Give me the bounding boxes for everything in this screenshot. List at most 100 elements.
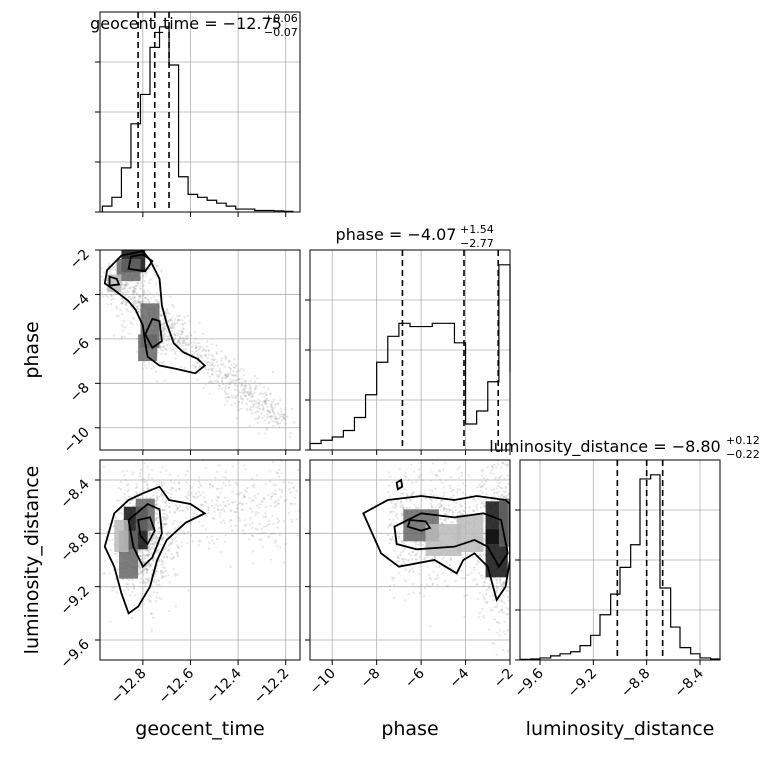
sample-point xyxy=(174,605,178,608)
sample-point xyxy=(138,566,142,569)
sample-point xyxy=(269,411,272,414)
sample-point xyxy=(274,417,277,420)
sample-point xyxy=(222,481,225,485)
sample-point xyxy=(201,491,205,494)
sample-point xyxy=(156,549,159,552)
sample-point xyxy=(204,353,207,357)
sample-point xyxy=(445,512,448,516)
sample-point xyxy=(470,571,473,574)
sample-point xyxy=(131,293,134,296)
sample-point xyxy=(476,583,479,586)
sample-point xyxy=(169,295,172,298)
x-tick-label: −12.8 xyxy=(108,666,150,708)
sample-point xyxy=(120,302,123,306)
sample-point xyxy=(249,407,252,411)
sample-point xyxy=(188,320,191,323)
sample-point xyxy=(143,567,146,570)
sample-point xyxy=(140,557,143,561)
sample-point xyxy=(484,578,487,581)
sample-point xyxy=(408,558,411,561)
sample-point xyxy=(234,524,237,527)
sample-point xyxy=(150,612,153,615)
sample-point xyxy=(140,281,143,284)
sample-point xyxy=(158,583,161,587)
sample-point xyxy=(426,556,429,559)
sample-point xyxy=(249,391,252,395)
sample-point xyxy=(199,503,203,506)
sample-point xyxy=(250,507,253,510)
sample-point xyxy=(387,484,391,487)
sample-point xyxy=(401,550,405,553)
sample-point xyxy=(397,536,400,539)
sample-point xyxy=(206,371,210,374)
sample-point xyxy=(136,307,139,311)
sample-point xyxy=(208,361,212,365)
sample-point xyxy=(131,590,134,593)
sample-point xyxy=(254,406,258,409)
sample-point xyxy=(499,598,502,601)
sample-point xyxy=(204,353,207,356)
sample-point xyxy=(462,509,466,512)
sample-point xyxy=(120,324,123,327)
sample-point xyxy=(168,338,171,341)
sample-point xyxy=(262,497,266,500)
sample-point xyxy=(467,474,470,477)
sample-point xyxy=(186,531,190,534)
sample-point xyxy=(131,289,134,293)
sample-point xyxy=(184,347,187,351)
sample-point xyxy=(496,484,499,488)
sample-point xyxy=(141,273,144,276)
sample-point xyxy=(481,594,484,597)
sample-point xyxy=(232,373,235,376)
sample-point xyxy=(255,386,258,389)
sample-point xyxy=(127,495,130,498)
sample-point xyxy=(177,526,180,529)
sample-point xyxy=(481,485,484,488)
sample-point xyxy=(516,546,518,548)
sample-point xyxy=(218,367,222,370)
sample-point xyxy=(478,591,481,595)
sample-point xyxy=(178,319,181,322)
sample-point xyxy=(130,297,133,300)
sample-point xyxy=(505,606,508,609)
sample-point xyxy=(176,474,179,477)
sample-point xyxy=(148,600,151,603)
sample-point xyxy=(166,533,169,536)
sample-point xyxy=(125,283,128,287)
sample-point xyxy=(131,578,134,582)
sample-point xyxy=(147,545,150,548)
sample-point xyxy=(161,509,164,512)
sample-point xyxy=(111,538,114,542)
sample-point xyxy=(139,287,142,290)
sample-point xyxy=(396,499,399,502)
sample-point xyxy=(212,359,216,362)
sample-point xyxy=(253,391,256,394)
sample-point xyxy=(187,589,190,592)
sample-point xyxy=(520,561,522,563)
sample-point xyxy=(197,372,201,375)
sample-point xyxy=(110,294,113,298)
sample-point xyxy=(245,490,248,493)
sample-point xyxy=(213,517,216,521)
sample-point xyxy=(133,604,136,607)
sample-point xyxy=(168,510,172,514)
sample-point xyxy=(174,536,177,539)
sample-point xyxy=(139,569,142,572)
sample-point xyxy=(96,296,98,298)
sample-point xyxy=(121,292,124,295)
sample-point xyxy=(411,481,414,484)
sample-point xyxy=(159,314,163,317)
sample-point xyxy=(237,408,240,411)
sample-point xyxy=(261,416,264,419)
sample-point xyxy=(176,334,180,337)
sample-point xyxy=(414,558,417,561)
sample-point xyxy=(288,481,291,484)
sample-point xyxy=(220,487,223,490)
sample-point xyxy=(441,468,445,472)
sample-point xyxy=(153,578,156,582)
sample-point xyxy=(246,407,249,410)
sample-point xyxy=(247,393,250,397)
sample-point xyxy=(146,581,149,584)
sample-point xyxy=(503,477,506,480)
sample-point xyxy=(148,543,152,546)
